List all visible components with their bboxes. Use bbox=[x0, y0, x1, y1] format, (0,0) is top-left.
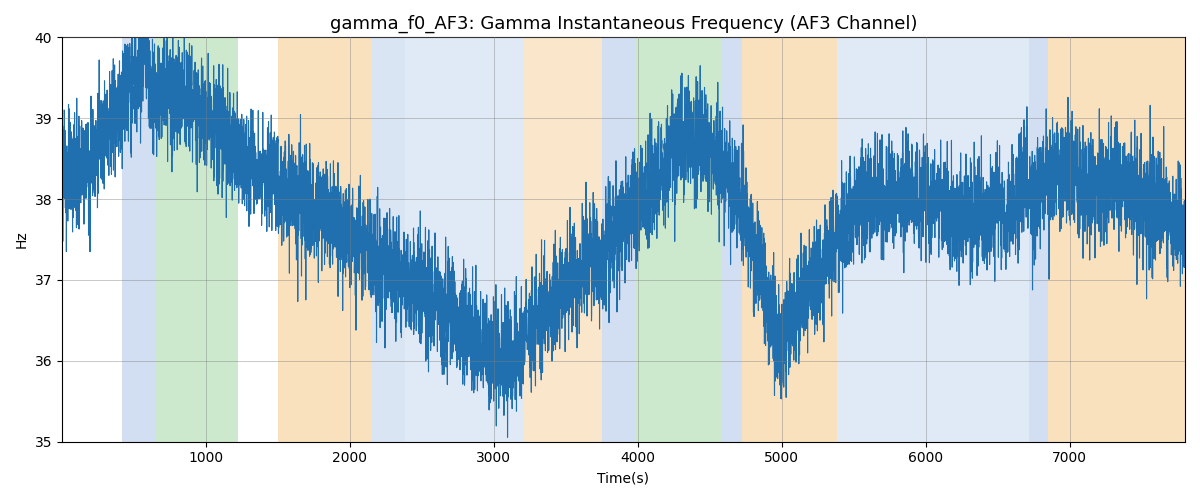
Title: gamma_f0_AF3: Gamma Instantaneous Frequency (AF3 Channel): gamma_f0_AF3: Gamma Instantaneous Freque… bbox=[330, 15, 917, 34]
Bar bbox=[122, 38, 156, 442]
Bar bbox=[1049, 38, 1186, 442]
Bar bbox=[523, 38, 602, 442]
Bar bbox=[836, 38, 934, 442]
Bar bbox=[278, 38, 372, 442]
Bar bbox=[721, 38, 742, 442]
Bar bbox=[602, 38, 635, 442]
Y-axis label: Hz: Hz bbox=[14, 230, 29, 248]
X-axis label: Time(s): Time(s) bbox=[598, 471, 649, 485]
Bar bbox=[156, 38, 238, 442]
Bar bbox=[635, 38, 721, 442]
Bar bbox=[742, 38, 836, 442]
Bar bbox=[1030, 38, 1049, 442]
Bar bbox=[404, 38, 523, 442]
Bar bbox=[372, 38, 404, 442]
Bar bbox=[934, 38, 1030, 442]
